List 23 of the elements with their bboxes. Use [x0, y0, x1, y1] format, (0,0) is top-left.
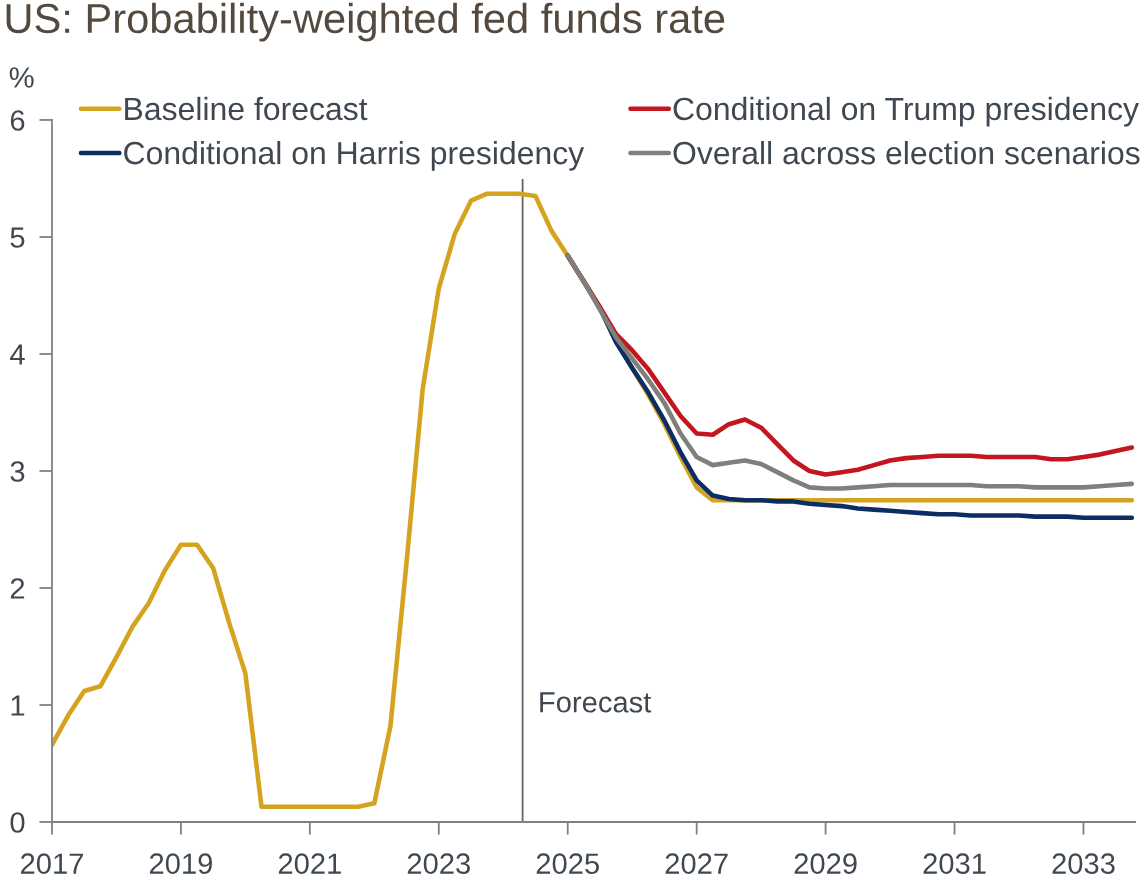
y-tick-label: 1 [11, 695, 25, 716]
x-tick-label: 2029 [794, 853, 857, 874]
legend-label: Conditional on Trump presidency [673, 96, 1139, 127]
ref-line-label: Forecast [540, 692, 652, 713]
x-tick-label: 2021 [278, 853, 341, 874]
legend-label: Overall across election scenarios [673, 140, 1140, 165]
chart-title: US: Probability-weighted fed funds rate [6, 2, 725, 42]
y-axis-title: % [9, 67, 34, 88]
y-tick-label: 3 [10, 461, 25, 482]
x-tick-label: 2033 [1052, 853, 1115, 874]
legend-label: Baseline forecast [125, 96, 368, 121]
y-tick-label: 2 [10, 578, 25, 599]
x-tick-label: 2019 [149, 853, 212, 874]
y-tick-label: 6 [10, 110, 25, 131]
y-tick-label: 4 [10, 344, 25, 365]
x-tick-label: 2027 [665, 853, 728, 874]
x-tick-label: 2023 [407, 853, 470, 874]
x-tick-label: 2017 [21, 853, 83, 874]
legend-label: Conditional on Harris presidency [124, 140, 585, 171]
y-tick-label: 5 [10, 227, 25, 248]
x-tick-label: 2025 [536, 853, 599, 874]
x-tick-label: 2031 [923, 853, 986, 874]
y-tick-label: 0 [10, 812, 25, 833]
